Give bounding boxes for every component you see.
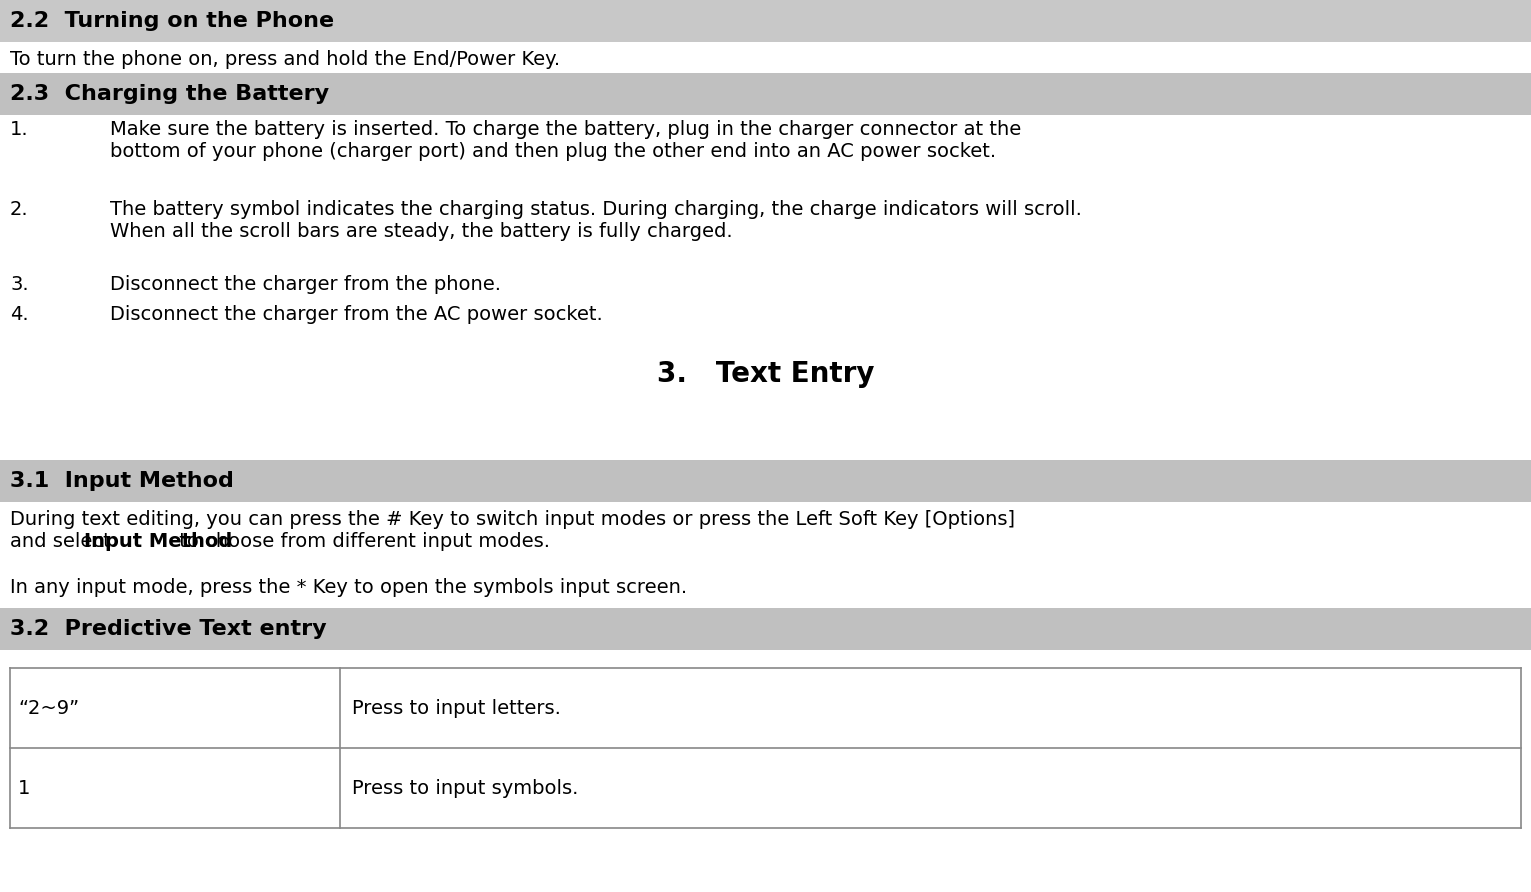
Bar: [0, 73, 1531, 115]
Text: In any input mode, press the * Key to open the symbols input screen.: In any input mode, press the * Key to op…: [11, 578, 687, 597]
Text: “2~9”: “2~9”: [18, 698, 80, 717]
Bar: [0, 608, 1531, 650]
Text: 1: 1: [18, 779, 31, 797]
Text: 2.: 2.: [11, 200, 29, 219]
Bar: [0, 0, 1531, 42]
Text: and select: and select: [11, 533, 116, 551]
Text: to choose from different input modes.: to choose from different input modes.: [173, 533, 550, 551]
Text: During text editing, you can press the # Key to switch input modes or press the : During text editing, you can press the #…: [11, 510, 1015, 529]
Text: 1.: 1.: [11, 120, 29, 139]
Text: Disconnect the charger from the AC power socket.: Disconnect the charger from the AC power…: [110, 305, 603, 324]
Text: 2.3  Charging the Battery: 2.3 Charging the Battery: [11, 84, 329, 104]
Text: 3.: 3.: [11, 275, 29, 294]
Text: 2.2  Turning on the Phone: 2.2 Turning on the Phone: [11, 11, 334, 31]
Text: Press to input letters.: Press to input letters.: [352, 698, 560, 717]
Text: Make sure the battery is inserted. To charge the battery, plug in the charger co: Make sure the battery is inserted. To ch…: [110, 120, 1021, 161]
Text: 4.: 4.: [11, 305, 29, 324]
Text: The battery symbol indicates the charging status. During charging, the charge in: The battery symbol indicates the chargin…: [110, 200, 1082, 241]
Text: 3.1  Input Method: 3.1 Input Method: [11, 471, 234, 491]
Text: Disconnect the charger from the phone.: Disconnect the charger from the phone.: [110, 275, 501, 294]
Text: 3.   Text Entry: 3. Text Entry: [657, 360, 874, 388]
Bar: [0, 460, 1531, 502]
Text: Input Method: Input Method: [84, 533, 233, 551]
Text: 3.2  Predictive Text entry: 3.2 Predictive Text entry: [11, 619, 326, 639]
Text: Press to input symbols.: Press to input symbols.: [352, 779, 579, 797]
Text: To turn the phone on, press and hold the End/Power Key.: To turn the phone on, press and hold the…: [11, 50, 560, 69]
